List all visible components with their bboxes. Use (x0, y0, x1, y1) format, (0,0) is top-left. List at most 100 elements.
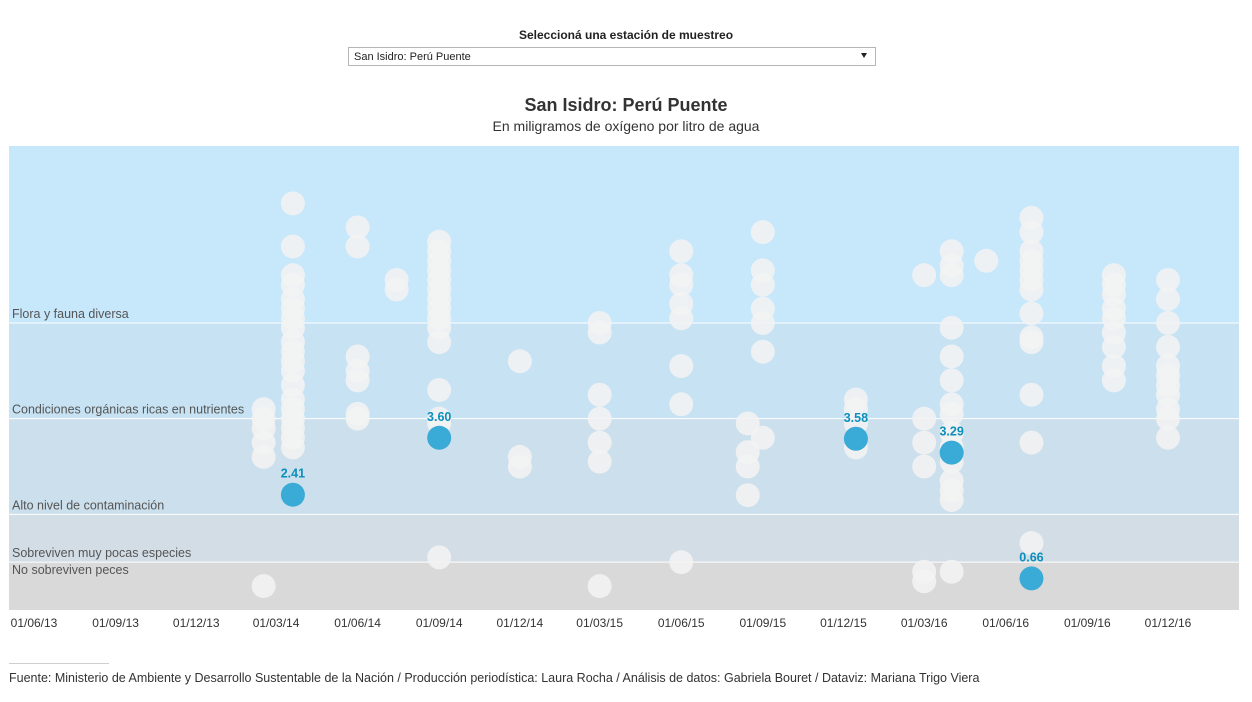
other-station-point[interactable] (587, 406, 612, 431)
other-station-point[interactable] (1101, 368, 1126, 393)
other-station-point[interactable] (939, 344, 964, 369)
other-station-point[interactable] (735, 483, 760, 508)
other-station-point[interactable] (1156, 406, 1180, 431)
oxygen-scatter-chart: No sobreviven peces Sobreviven muy pocas … (9, 146, 1239, 630)
x-tick-label: 01/03/14 (253, 616, 300, 630)
other-station-point[interactable] (912, 406, 937, 431)
chart-subtitle: En miligramos de oxígeno por litro de ag… (492, 118, 760, 134)
other-station-point[interactable] (912, 263, 937, 288)
x-tick-label: 01/03/15 (576, 616, 623, 630)
points-layer (251, 191, 1180, 599)
x-tick-label: 01/12/16 (1145, 616, 1192, 630)
station-select[interactable]: San Isidro: Perú Puente (348, 47, 876, 66)
other-station-point[interactable] (1156, 425, 1180, 450)
other-station-point[interactable] (507, 454, 532, 479)
zone-band-sobreviven-muy-pocas-especies (9, 514, 1239, 563)
other-station-point[interactable] (939, 559, 964, 584)
other-station-point[interactable] (427, 545, 452, 570)
zone-label-no-sobreviven-peces: No sobreviven peces (12, 563, 129, 577)
other-station-point[interactable] (1019, 277, 1044, 302)
data-label: 3.60 (427, 410, 451, 424)
source-note: Fuente: Ministerio de Ambiente y Desarro… (9, 671, 980, 685)
x-tick-label: 01/09/14 (416, 616, 463, 630)
other-station-point[interactable] (345, 215, 370, 240)
labels-layer: 2.41 3.60 3.58 3.29 0.66 (281, 410, 1044, 565)
other-station-point[interactable] (1156, 334, 1180, 359)
x-tick-label: 01/12/14 (497, 616, 544, 630)
zone-band-no-sobreviven-peces (9, 562, 1239, 610)
other-station-point[interactable] (939, 368, 964, 393)
other-station-point[interactable] (427, 377, 452, 402)
other-station-point[interactable] (1156, 267, 1180, 292)
other-station-point[interactable] (345, 234, 370, 259)
other-station-point[interactable] (750, 272, 775, 297)
other-station-point[interactable] (251, 444, 276, 469)
other-station-point[interactable] (587, 574, 612, 599)
selected-station-point[interactable] (1019, 566, 1044, 591)
x-tick-label: 01/06/13 (11, 616, 58, 630)
x-tick-label: 01/09/13 (92, 616, 139, 630)
other-station-point[interactable] (280, 435, 305, 460)
other-station-point[interactable] (1019, 382, 1044, 407)
data-label: 0.66 (1019, 550, 1043, 564)
other-station-point[interactable] (669, 272, 694, 297)
other-station-point[interactable] (587, 382, 612, 407)
station-select-value: San Isidro: Perú Puente (354, 51, 471, 63)
other-station-point[interactable] (912, 569, 937, 594)
other-station-point[interactable] (1019, 531, 1044, 556)
zone-label-flora-y-fauna-diversa: Flora y fauna diversa (12, 307, 129, 321)
selected-station-point[interactable] (843, 426, 868, 451)
zones-layer: No sobreviven peces Sobreviven muy pocas … (9, 146, 1239, 610)
x-tick-label: 01/06/16 (982, 616, 1029, 630)
other-station-point[interactable] (427, 330, 452, 355)
other-station-point[interactable] (251, 574, 276, 599)
x-tick-label: 01/09/15 (739, 616, 786, 630)
other-station-point[interactable] (1156, 287, 1180, 312)
other-station-point[interactable] (280, 191, 305, 216)
other-station-point[interactable] (669, 354, 694, 379)
zone-band-flora-y-fauna-diversa (9, 146, 1239, 323)
zone-label-condiciones-organicas-ricas-en-nutrientes: Condiciones orgánicas ricas en nutriente… (12, 403, 244, 417)
other-station-point[interactable] (1101, 334, 1126, 359)
other-station-point[interactable] (345, 368, 370, 393)
other-station-point[interactable] (1019, 220, 1044, 245)
zone-band-alto-nivel-de-contaminacion (9, 418, 1239, 515)
other-station-point[interactable] (750, 425, 775, 450)
zone-label-alto-nivel-de-contaminacion: Alto nivel de contaminación (12, 498, 164, 512)
other-station-point[interactable] (384, 277, 409, 302)
x-tick-label: 01/06/15 (658, 616, 705, 630)
other-station-point[interactable] (1019, 325, 1044, 350)
other-station-point[interactable] (587, 449, 612, 474)
other-station-point[interactable] (750, 220, 775, 245)
other-station-point[interactable] (345, 406, 370, 431)
other-station-point[interactable] (669, 239, 694, 264)
other-station-point[interactable] (1156, 310, 1180, 335)
zone-label-sobreviven-muy-pocas-especies: Sobreviven muy pocas especies (12, 546, 191, 560)
dropdown-arrow-icon[interactable] (861, 53, 867, 58)
other-station-point[interactable] (669, 392, 694, 417)
other-station-point[interactable] (912, 430, 937, 455)
other-station-point[interactable] (939, 315, 964, 340)
other-station-point[interactable] (750, 310, 775, 335)
other-station-point[interactable] (912, 454, 937, 479)
other-station-point[interactable] (1019, 301, 1044, 326)
x-tick-label: 01/06/14 (334, 616, 381, 630)
other-station-point[interactable] (939, 487, 964, 512)
other-station-point[interactable] (750, 339, 775, 364)
other-station-point[interactable] (939, 401, 964, 426)
selected-station-point[interactable] (427, 425, 452, 450)
other-station-point[interactable] (587, 320, 612, 345)
other-station-point[interactable] (735, 454, 760, 479)
other-station-point[interactable] (974, 248, 999, 273)
selected-station-point[interactable] (939, 440, 964, 465)
other-station-point[interactable] (280, 234, 305, 259)
x-tick-label: 01/03/16 (901, 616, 948, 630)
other-station-point[interactable] (669, 306, 694, 331)
other-station-point[interactable] (587, 430, 612, 455)
other-station-point[interactable] (735, 411, 760, 436)
other-station-point[interactable] (1019, 430, 1044, 455)
other-station-point[interactable] (669, 550, 694, 575)
selected-station-point[interactable] (280, 482, 305, 507)
other-station-point[interactable] (507, 349, 532, 374)
other-station-point[interactable] (939, 263, 964, 288)
